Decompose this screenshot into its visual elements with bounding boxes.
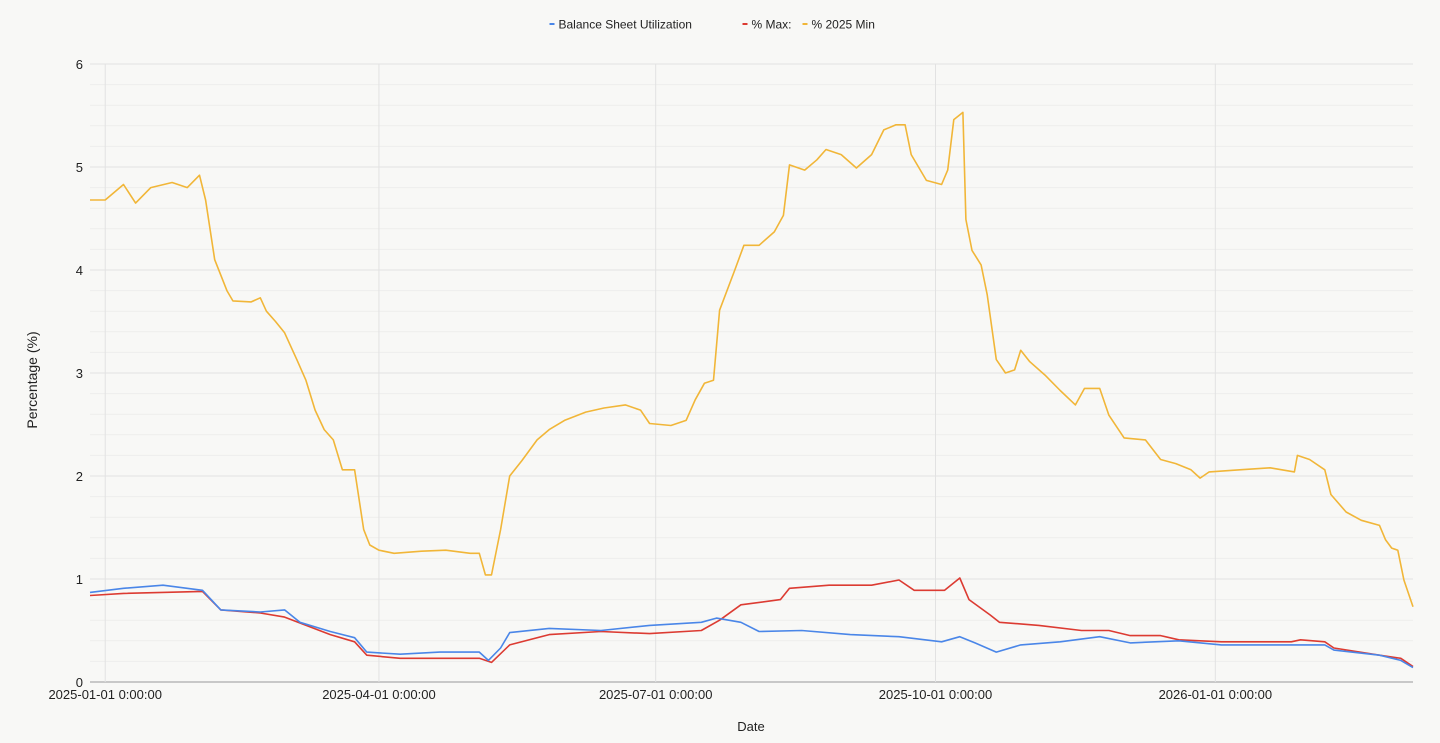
x-tick-label: 2025-10-01 0:00:00 — [879, 687, 992, 702]
series-line-balance-sheet-utilization — [89, 584, 1414, 669]
series-line-2025-min — [90, 111, 1414, 608]
y-tick-label: 0 — [76, 675, 83, 690]
series-line-max — [89, 577, 1414, 668]
y-tick-label: 1 — [76, 572, 83, 587]
y-tick-label: 5 — [76, 160, 83, 175]
y-tick-label: 4 — [76, 263, 83, 278]
gridlines — [90, 63, 1413, 683]
x-tick-label: 2025-01-01 0:00:00 — [48, 687, 161, 702]
x-tick-label: 2026-01-01 0:00:00 — [1159, 687, 1272, 702]
x-tick-label: 2025-07-01 0:00:00 — [599, 687, 712, 702]
series-lines — [89, 111, 1414, 669]
legend-item: % 2025 Min — [812, 18, 875, 32]
y-tick-labels: 0 1 2 3 4 5 6 — [76, 57, 83, 690]
y-tick-label: 6 — [76, 57, 83, 72]
legend-item: % Max: — [752, 18, 792, 32]
y-axis-label: Percentage (%) — [24, 331, 40, 428]
x-tick-labels: 2025-01-01 0:00:00 2025-04-01 0:00:00 2025… — [48, 687, 1272, 702]
y-tick-label: 3 — [76, 366, 83, 381]
y-tick-label: 2 — [76, 469, 83, 484]
legend-item: Balance Sheet Utilization — [559, 18, 692, 32]
x-tick-label: 2025-04-01 0:00:00 — [322, 687, 435, 702]
legend: Balance Sheet Utilization % Max: % 2025 Mi… — [549, 18, 875, 32]
x-axis-label: Date — [737, 719, 764, 734]
